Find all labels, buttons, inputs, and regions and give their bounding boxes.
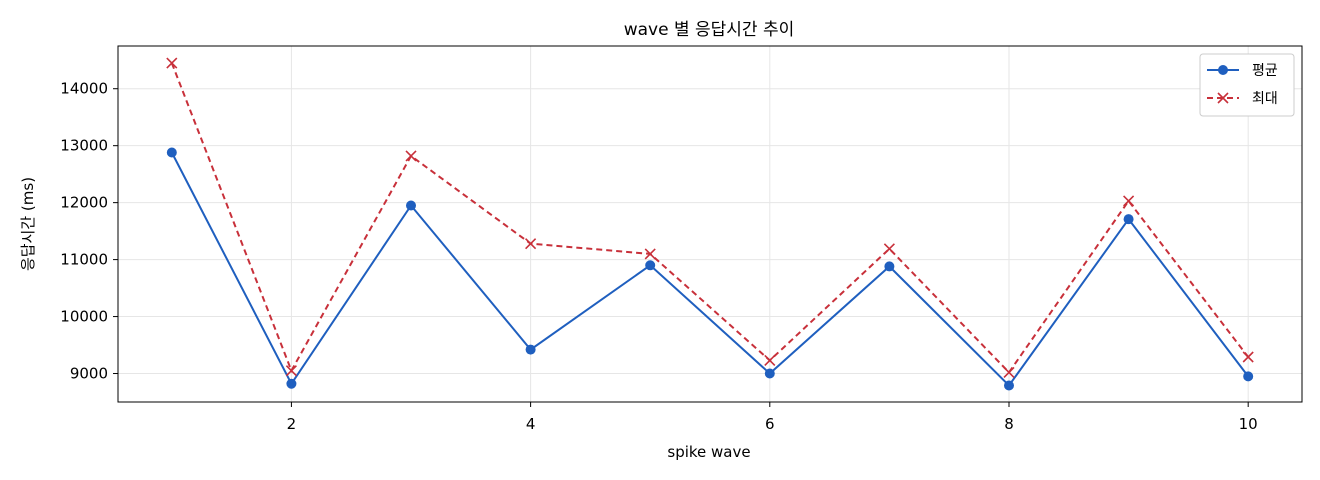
- legend-box: [1199, 53, 1295, 117]
- series-avg: [166, 147, 1254, 391]
- data-point: [883, 243, 895, 255]
- data-point: [1003, 380, 1014, 391]
- legend: 평균 최대: [1199, 53, 1295, 117]
- data-point: [525, 238, 537, 250]
- y-axis: 9000 10000 11000 12000 13000 14000: [60, 80, 118, 383]
- y-tick-label: 13000: [60, 137, 108, 155]
- data-point: [405, 150, 417, 162]
- data-point: [1242, 351, 1254, 363]
- data-point: [645, 260, 656, 271]
- plot-area: [117, 45, 1303, 403]
- data-point: [764, 354, 776, 366]
- data-point: [884, 261, 895, 272]
- data-point: [525, 344, 536, 355]
- grid: [118, 46, 1302, 402]
- legend-label-avg: 평균: [1252, 63, 1278, 79]
- y-tick-label: 14000: [60, 80, 108, 98]
- data-point: [1123, 214, 1134, 225]
- y-tick-label: 9000: [70, 365, 108, 383]
- x-tick-label: 4: [526, 415, 536, 433]
- x-tick-label: 6: [765, 415, 775, 433]
- x-axis-label: spike wave: [667, 443, 750, 461]
- x-tick-label: 10: [1239, 415, 1258, 433]
- data-point: [1003, 366, 1015, 378]
- data-point: [1243, 371, 1254, 382]
- y-tick-label: 12000: [60, 194, 108, 212]
- data-point: [166, 147, 177, 158]
- y-tick-label: 10000: [60, 308, 108, 326]
- y-tick-label: 11000: [60, 251, 108, 269]
- series-layer: [166, 57, 1254, 391]
- legend-label-max: 최대: [1252, 91, 1278, 107]
- x-tick-label: 2: [287, 415, 297, 433]
- data-point: [1123, 195, 1135, 207]
- data-point: [285, 365, 297, 377]
- y-axis-label: 응답시간 (ms): [19, 177, 37, 271]
- legend-marker-avg: [1218, 65, 1228, 75]
- data-point: [406, 200, 417, 211]
- x-axis: 2 4 6 8 10: [287, 402, 1258, 433]
- series-line: [170, 62, 1249, 374]
- data-point: [644, 248, 656, 260]
- data-point: [764, 368, 775, 379]
- chart-title: wave 별 응답시간 추이: [624, 20, 795, 40]
- data-point: [166, 57, 178, 69]
- series-line: [170, 152, 1249, 388]
- x-tick-label: 8: [1004, 415, 1014, 433]
- legend-marker-max: [1217, 92, 1229, 104]
- data-point: [286, 378, 297, 389]
- series-max: [166, 57, 1254, 378]
